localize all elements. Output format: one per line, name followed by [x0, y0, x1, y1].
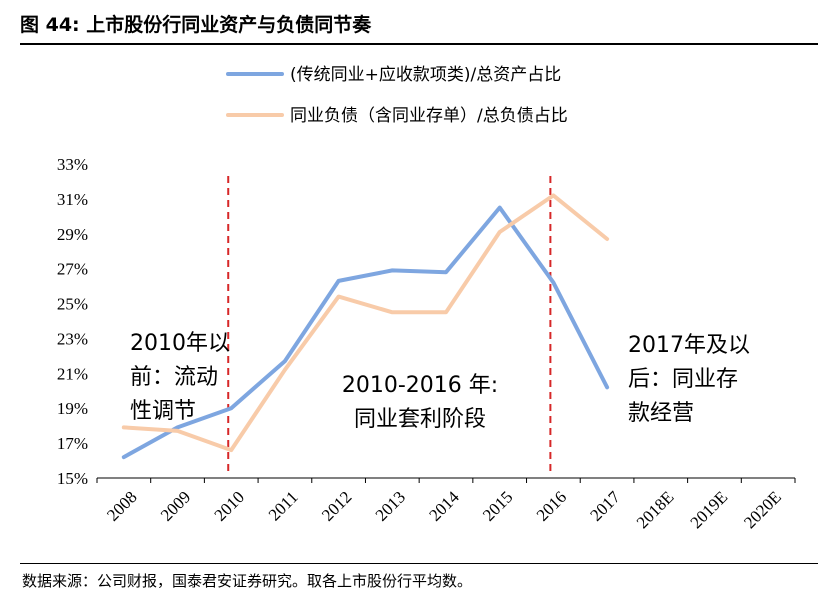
annotation-3-line: 后：同业存: [628, 367, 738, 392]
y-tick-label: 15%: [57, 469, 88, 488]
legend-label-1: (传统同业+应收款项类)/总资产占比: [290, 65, 561, 85]
legend-label-2: 同业负债（含同业存单）/总负债占比: [290, 106, 568, 126]
y-tick-label: 17%: [57, 434, 88, 453]
x-tick-label: 2008: [103, 487, 140, 524]
y-tick-label: 31%: [57, 190, 88, 209]
x-tick-label: 2011: [265, 487, 302, 524]
y-tick-label: 21%: [57, 364, 88, 383]
y-axis-ticks: 15% 17% 19% 21% 23% 25% 27% 29% 31% 33%: [57, 155, 88, 488]
annotation-1-line: 2010年以: [130, 331, 230, 356]
source-note: 数据来源：公司财报，国泰君安证券研究。取各上市股份行平均数。: [22, 572, 473, 590]
x-tick-label: 2019E: [686, 487, 731, 532]
x-tick-label: 2017: [586, 487, 624, 525]
annotation-2-line: 同业套利阶段: [354, 407, 486, 432]
annotation-1-line: 前：流动: [130, 365, 218, 390]
x-tick-label: 2016: [533, 487, 570, 524]
y-tick-label: 25%: [57, 295, 88, 314]
x-tick-label: 2009: [157, 487, 194, 524]
x-tick-label: 2018E: [633, 487, 678, 532]
x-tick-label: 2013: [372, 487, 409, 524]
y-tick-label: 27%: [57, 260, 88, 279]
annotation-3-line: 款经营: [628, 401, 694, 426]
title-rule: [20, 43, 818, 45]
y-tick-label: 19%: [57, 399, 88, 418]
annotation-3-line: 2017年及以: [628, 333, 750, 358]
figure-title: 图 44: 上市股份行同业资产与负债同节奏: [20, 14, 372, 36]
series-line-2: [121, 193, 610, 453]
y-tick-label: 33%: [57, 155, 88, 174]
x-tick-label: 2012: [318, 487, 355, 524]
x-tick-label: 2015: [479, 487, 516, 524]
x-axis: 2008 2009 2010 2011 2012 2013 2014 2015 2016 2017…: [96, 477, 796, 532]
x-tick-label: 2020E: [740, 487, 785, 532]
annotation-2-line: 2010-2016 年:: [342, 373, 498, 398]
period-dividers: [227, 176, 552, 472]
series-lines: [121, 193, 610, 460]
series-line-1: [121, 205, 610, 460]
source-rule: [20, 563, 818, 564]
x-tick-label: 2010: [211, 487, 248, 524]
x-tick-label: 2014: [425, 487, 463, 525]
annotation-1-line: 性调节: [130, 399, 196, 424]
y-tick-label: 29%: [57, 225, 88, 244]
y-tick-label: 23%: [57, 329, 88, 348]
